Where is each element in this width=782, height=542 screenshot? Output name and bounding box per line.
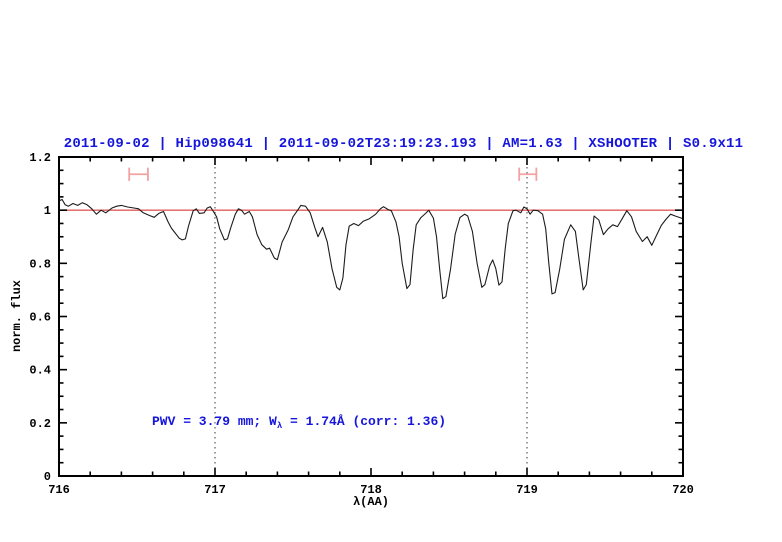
chart-title: 2011-09-02 | Hip098641 | 2011-09-02T23:1… bbox=[63, 136, 744, 152]
pwv-annotation-part2: = 1.74Å (corr: 1.36) bbox=[282, 414, 447, 429]
x-tick-label: 719 bbox=[516, 483, 538, 497]
y-tick-label: 0.4 bbox=[29, 364, 51, 378]
x-tick-label: 720 bbox=[672, 483, 694, 497]
x-axis-label: λ(AA) bbox=[352, 495, 389, 509]
y-tick-label: 0.6 bbox=[29, 311, 51, 325]
pwv-annotation: PWV = 3.79 mm; Wλ = 1.74Å (corr: 1.36) bbox=[152, 414, 446, 431]
x-tick-label: 716 bbox=[48, 483, 70, 497]
y-tick-label: 1.2 bbox=[29, 151, 51, 165]
axis-ticks bbox=[58, 156, 684, 477]
pwv-annotation-lambda-subscript: λ bbox=[276, 421, 283, 431]
y-tick-label: 1 bbox=[44, 204, 51, 218]
wavelength-range-marker-2 bbox=[518, 167, 538, 181]
y-axis-label: norm. flux bbox=[10, 280, 24, 353]
pwv-annotation-part1: PWV = 3.79 mm; W bbox=[152, 414, 277, 429]
y-tick-label: 0 bbox=[44, 470, 51, 484]
wavelength-range-marker-1 bbox=[128, 167, 149, 181]
spectrum-line bbox=[58, 198, 684, 300]
x-tick-label: 718 bbox=[360, 483, 382, 497]
y-tick-label: 0.8 bbox=[29, 257, 51, 271]
x-tick-label: 717 bbox=[204, 483, 226, 497]
y-tick-label: 0.2 bbox=[29, 417, 51, 431]
